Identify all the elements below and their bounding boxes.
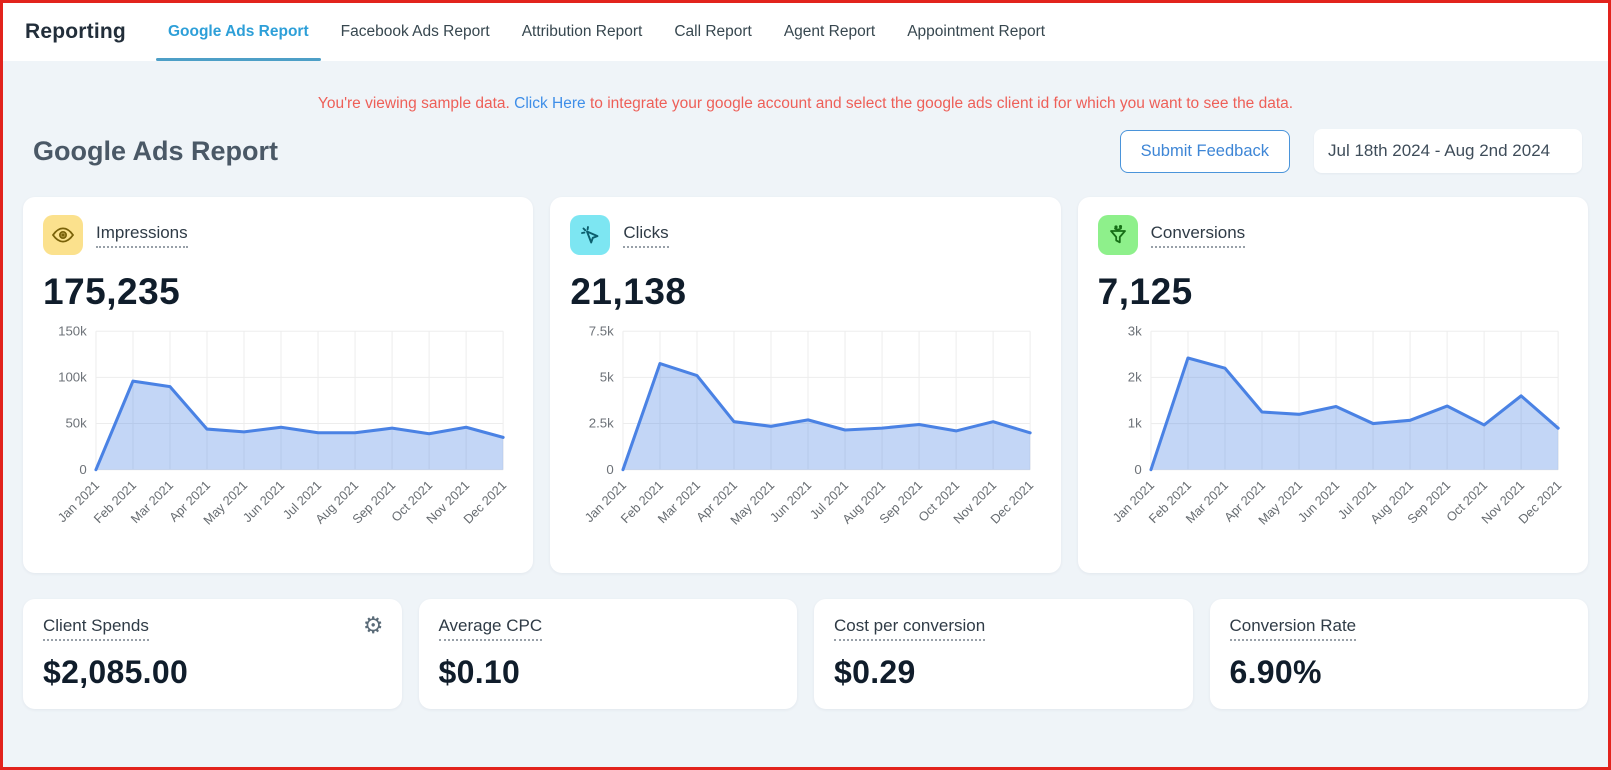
svg-text:0: 0 <box>79 462 86 477</box>
conversion-rate-label: Conversion Rate <box>1229 616 1357 641</box>
svg-text:1k: 1k <box>1127 416 1141 431</box>
tab-facebook-ads-report[interactable]: Facebook Ads Report <box>340 23 490 40</box>
svg-text:100k: 100k <box>58 369 87 384</box>
report-header-row: Google Ads Report Submit Feedback Jul 18… <box>3 129 1608 173</box>
clicks-card-header: Clicks <box>570 215 1040 255</box>
svg-text:2.5k: 2.5k <box>589 416 614 431</box>
impressions-card: Impressions 175,235 0 50k 100k 150k Jan 2021… <box>23 197 534 573</box>
date-range-picker[interactable]: Jul 18th 2024 - Aug 2nd 2024 <box>1314 129 1582 173</box>
svg-text:0: 0 <box>607 462 614 477</box>
client-spends-value: $2,085.00 <box>43 654 189 690</box>
clicks-area-chart: 0 2.5k 5k 7.5k Jan 2021 Feb 2021 Mar 2021 Apr 2… <box>570 317 1040 555</box>
conversions-card-header: Conversions <box>1097 215 1568 255</box>
gear-icon[interactable]: ⚙ <box>362 612 384 638</box>
conversions-value: 7,125 <box>1097 271 1193 312</box>
tab-attribution-report[interactable]: Attribution Report <box>521 23 643 40</box>
funnel-icon <box>1097 215 1138 255</box>
svg-text:5k: 5k <box>600 369 614 384</box>
svg-text:7.5k: 7.5k <box>589 323 614 338</box>
cost-per-conversion-label: Cost per conversion <box>834 616 986 641</box>
sample-data-notice: You're viewing sample data. Click Here t… <box>3 95 1608 113</box>
header-actions: Submit Feedback Jul 18th 2024 - Aug 2nd … <box>1119 129 1582 173</box>
stat-cards-row: Client Spends ⚙ $2,085.00 Average CPC $0… <box>3 599 1608 709</box>
svg-text:2k: 2k <box>1127 369 1141 384</box>
cursor-click-icon <box>570 215 611 255</box>
average-cpc-value: $0.10 <box>438 654 521 690</box>
svg-text:0: 0 <box>1134 462 1141 477</box>
conversion-rate-value: 6.90% <box>1229 654 1322 690</box>
cost-per-conversion-value: $0.29 <box>834 654 916 690</box>
average-cpc-label: Average CPC <box>438 616 543 641</box>
conversions-card: Conversions 7,125 0 1k 2k 3k Jan 2021 Feb 202… <box>1077 197 1588 573</box>
metric-cards-row: Impressions 175,235 0 50k 100k 150k Jan 2021… <box>3 197 1608 573</box>
svg-text:150k: 150k <box>58 323 87 338</box>
eye-icon <box>43 215 83 255</box>
client-spends-card: Client Spends ⚙ $2,085.00 <box>23 599 402 709</box>
tab-google-ads-report[interactable]: Google Ads Report <box>152 3 325 61</box>
cost-per-conversion-card: Cost per conversion $0.29 <box>814 599 1193 709</box>
impressions-card-header: Impressions <box>43 215 513 255</box>
top-navigation-bar: Reporting Google Ads Report Facebook Ads… <box>3 3 1608 61</box>
submit-feedback-button[interactable]: Submit Feedback <box>1119 129 1290 173</box>
svg-text:3k: 3k <box>1127 323 1141 338</box>
impressions-value: 175,235 <box>43 271 181 312</box>
conversions-area-chart: 0 1k 2k 3k Jan 2021 Feb 2021 Mar 2021 Apr 2021 M… <box>1098 317 1568 555</box>
tab-agent-report[interactable]: Agent Report <box>783 23 876 40</box>
conversion-rate-card: Conversion Rate 6.90% <box>1209 599 1588 709</box>
clicks-value: 21,138 <box>570 271 687 312</box>
average-cpc-card: Average CPC $0.10 <box>418 599 797 709</box>
report-heading: Google Ads Report <box>33 135 279 166</box>
tab-appointment-report[interactable]: Appointment Report <box>907 23 1046 40</box>
tab-call-report[interactable]: Call Report <box>674 23 752 40</box>
clicks-card: Clicks 21,138 0 2.5k 5k 7.5k Jan 2021 Feb 202… <box>550 197 1061 573</box>
impressions-area-chart: 0 50k 100k 150k Jan 2021 Feb 2021 Mar 2021 Apr … <box>43 317 513 555</box>
conversions-label: Conversions <box>1150 223 1246 248</box>
clicks-label: Clicks <box>623 223 669 248</box>
notice-text-prefix: You're viewing sample data. <box>317 95 515 112</box>
svg-text:50k: 50k <box>65 416 87 431</box>
report-tabs: Google Ads Report Facebook Ads Report At… <box>152 3 1061 61</box>
page-title: Reporting <box>25 20 126 43</box>
client-spends-label: Client Spends <box>43 616 149 641</box>
impressions-label: Impressions <box>96 223 188 248</box>
click-here-link[interactable]: Click Here <box>514 95 586 112</box>
notice-text-suffix: to integrate your google account and sel… <box>585 95 1294 112</box>
